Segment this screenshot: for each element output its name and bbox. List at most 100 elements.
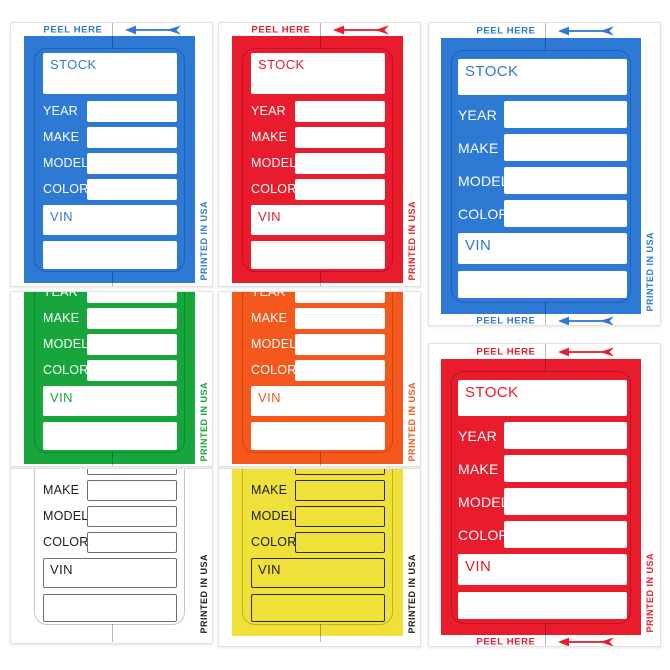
- model-field-box: [87, 153, 177, 174]
- model-label: MODEL: [43, 337, 89, 352]
- year-label: YEAR: [43, 469, 87, 471]
- vin-label: VIN: [50, 390, 73, 405]
- color-field-box: [87, 360, 177, 381]
- year-row: YEAR: [251, 292, 385, 303]
- tag-fields: STOCK YEAR MAKE MODEL: [251, 292, 385, 450]
- blank-field-box: [458, 592, 627, 619]
- make-label: MAKE: [458, 139, 499, 156]
- color-row: COLOR: [43, 360, 177, 381]
- color-row: COLOR: [43, 179, 177, 200]
- year-label: YEAR: [251, 104, 286, 119]
- tag-blue-large[interactable]: PEEL HERE STOCK YEAR: [428, 22, 661, 326]
- stock-label: STOCK: [465, 63, 519, 80]
- tag-fields: STOCK YEAR MAKE MODEL: [251, 469, 385, 622]
- color-label: COLOR: [251, 182, 297, 197]
- year-field-box: [295, 469, 385, 475]
- peel-strip-top: PEEL HERE: [429, 344, 660, 359]
- tag-white-small-cropped[interactable]: PEEL HERE STOCK YEAR: [10, 468, 213, 644]
- year-field-box: [504, 422, 627, 449]
- model-label: MODEL: [43, 156, 89, 171]
- slit-line-bottom: [319, 452, 321, 466]
- tag-body: STOCK YEAR MAKE MODEL: [24, 36, 195, 283]
- key-tag-label: PEEL HERE STOCK YEAR: [219, 23, 420, 286]
- color-field-box: [87, 179, 177, 200]
- model-row: MODEL: [43, 153, 177, 174]
- printed-in-usa-label: PRINTED IN USA: [645, 553, 655, 633]
- vin-label: VIN: [258, 209, 281, 224]
- year-label: YEAR: [43, 104, 78, 119]
- slit-line-bottom: [319, 624, 321, 642]
- model-row: MODEL: [458, 488, 627, 515]
- stock-label: STOCK: [258, 57, 305, 72]
- tag-yellow-small-cropped[interactable]: PEEL HERE STOCK YEAR: [218, 468, 421, 647]
- tag-orange-small-cropped[interactable]: PEEL HERE STOCK YEAR: [218, 291, 421, 467]
- make-row: MAKE: [43, 308, 177, 329]
- color-field-box: [295, 532, 385, 553]
- stock-field-box: STOCK: [458, 59, 627, 95]
- peel-here-label: PEEL HERE: [43, 23, 103, 35]
- color-row: COLOR: [251, 360, 385, 381]
- make-row: MAKE: [458, 455, 627, 482]
- model-row: MODEL: [43, 506, 177, 527]
- blank-field-box: [43, 422, 177, 450]
- year-label: YEAR: [251, 469, 295, 471]
- tag-green-small-cropped[interactable]: PEEL HERE STOCK YEAR: [10, 291, 213, 467]
- peel-here-label: PEEL HERE: [476, 635, 536, 647]
- model-label: MODEL: [251, 156, 297, 171]
- tag-body: STOCK YEAR MAKE MODEL: [24, 292, 195, 464]
- peel-arrow-icon: [124, 24, 181, 35]
- model-row: MODEL: [251, 506, 385, 527]
- make-field-box: [295, 308, 385, 329]
- model-field-box: [295, 334, 385, 355]
- peel-here-label: PEEL HERE: [476, 24, 536, 36]
- tag-fields: STOCK YEAR MAKE MODEL: [43, 53, 177, 269]
- model-label: MODEL: [458, 493, 509, 510]
- blank-field-box: [251, 594, 385, 622]
- tag-body: STOCK YEAR MAKE MODEL: [232, 36, 403, 283]
- make-row: MAKE: [251, 127, 385, 148]
- tag-body: STOCK YEAR MAKE MODEL: [232, 292, 403, 464]
- peel-arrow-icon: [557, 346, 614, 357]
- key-tag-label: PEEL HERE STOCK YEAR: [219, 469, 420, 642]
- color-field-box: [87, 532, 177, 553]
- slit-line-bottom: [544, 302, 546, 325]
- model-label: MODEL: [251, 337, 297, 352]
- slit-line-top: [544, 23, 546, 51]
- vin-field-box: VIN: [251, 205, 385, 235]
- year-row: YEAR: [43, 292, 177, 303]
- stock-label: STOCK: [50, 57, 97, 72]
- stock-label: STOCK: [465, 384, 519, 401]
- vin-field-box: VIN: [43, 205, 177, 235]
- slit-line-top: [111, 23, 113, 49]
- year-row: YEAR: [43, 469, 177, 475]
- model-field-box: [295, 153, 385, 174]
- slit-line-bottom: [111, 624, 113, 642]
- tag-red-large[interactable]: PEEL HERE STOCK YEAR: [428, 343, 661, 647]
- key-tag-label: PEEL HERE STOCK YEAR: [11, 23, 212, 286]
- tag-red-small[interactable]: PEEL HERE STOCK YEAR: [218, 22, 421, 287]
- year-label: YEAR: [458, 106, 497, 123]
- peel-strip-top: PEEL HERE: [429, 23, 660, 38]
- vin-label: VIN: [258, 390, 281, 405]
- make-field-box: [295, 480, 385, 501]
- color-row: COLOR: [458, 521, 627, 548]
- color-label: COLOR: [458, 205, 509, 222]
- color-label: COLOR: [43, 535, 89, 550]
- tag-body: STOCK YEAR MAKE MODEL: [24, 469, 195, 636]
- make-field-box: [504, 134, 627, 161]
- peel-strip-top: PEEL HERE: [11, 23, 212, 36]
- model-label: MODEL: [251, 509, 297, 524]
- make-label: MAKE: [43, 483, 80, 498]
- tag-blue-small[interactable]: PEEL HERE STOCK YEAR: [10, 22, 213, 287]
- color-label: COLOR: [458, 526, 509, 543]
- year-field-box: [87, 469, 177, 475]
- slit-line-bottom: [544, 623, 546, 646]
- peel-here-label: PEEL HERE: [476, 314, 536, 326]
- vin-label: VIN: [50, 562, 73, 577]
- peel-arrow-icon: [557, 25, 614, 36]
- printed-in-usa-label: PRINTED IN USA: [199, 201, 209, 281]
- year-field-box: [87, 101, 177, 122]
- vin-label: VIN: [258, 562, 281, 577]
- make-field-box: [504, 455, 627, 482]
- vin-field-box: VIN: [43, 558, 177, 588]
